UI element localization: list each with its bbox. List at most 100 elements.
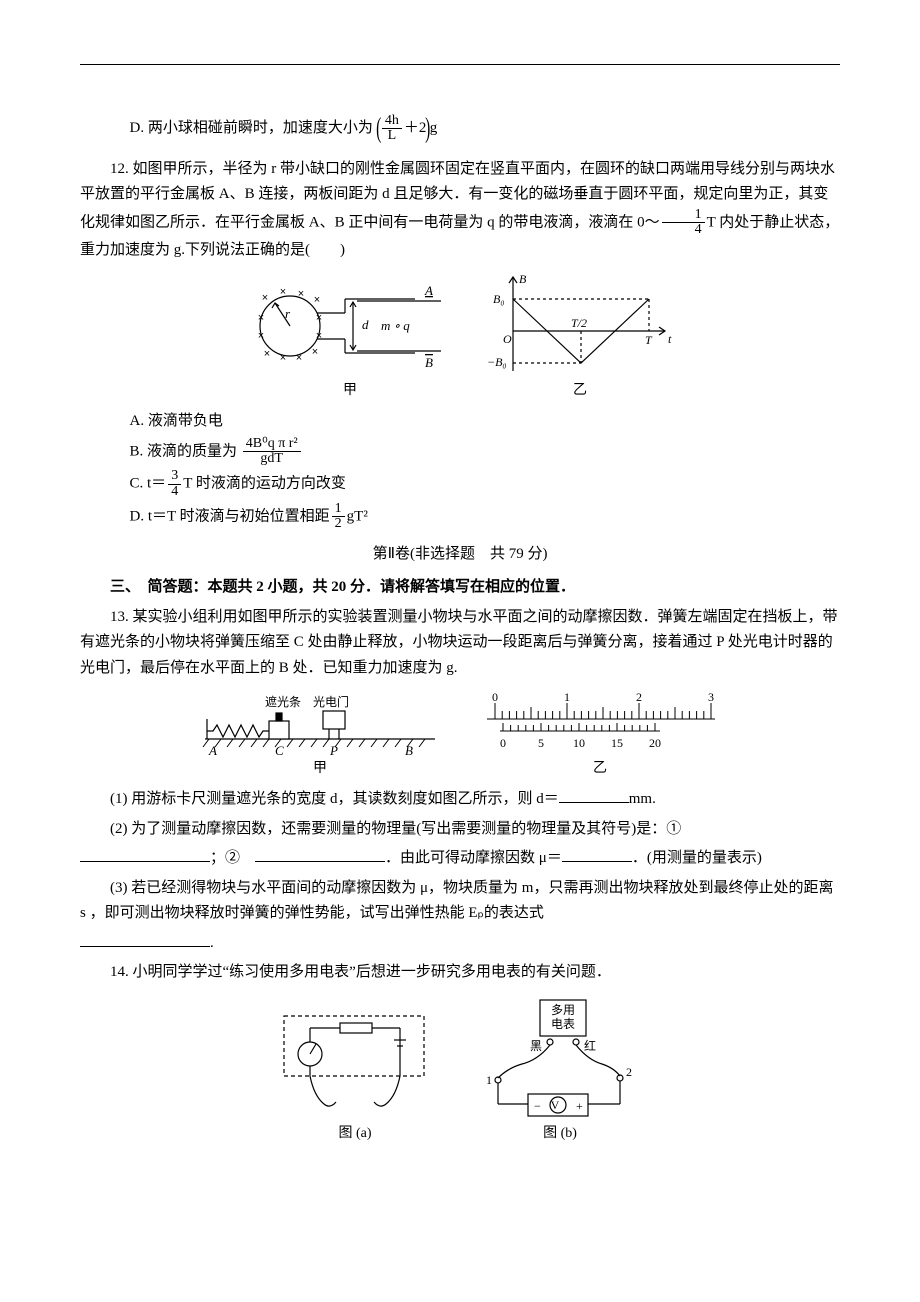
label-C: C	[275, 743, 284, 758]
svg-text:×: ×	[258, 312, 264, 324]
q12-frac-T: 14	[662, 208, 705, 238]
blank-phy1	[80, 846, 210, 862]
q11-g: g	[430, 120, 438, 136]
q14-fig-b: 多用 电表 黑 红 1 2 − V + 图 (b)	[470, 994, 650, 1146]
q12-C-den: 4	[168, 485, 181, 500]
svg-text:×: ×	[298, 288, 304, 300]
label-B2: B	[405, 743, 413, 758]
B0neg: −B₀	[487, 355, 507, 369]
label-A2: A	[208, 743, 217, 758]
q12-fig-left-caption: 甲	[245, 379, 455, 403]
q13-ruler-caption: 乙	[475, 757, 725, 781]
svg-text:×: ×	[314, 294, 320, 306]
q12-fig-right-svg: B t B₀ −B₀ O T/2 T	[485, 271, 675, 381]
svg-text:×: ×	[296, 352, 302, 364]
m1: 1	[564, 690, 570, 704]
svg-text:×: ×	[280, 352, 286, 364]
v10: 10	[573, 736, 585, 750]
axis-y: B	[519, 272, 527, 286]
q13-p3b: .	[210, 935, 214, 951]
q13-p2b: ；②	[210, 850, 240, 866]
axis-x: t	[668, 332, 672, 346]
svg-text:×: ×	[280, 286, 286, 298]
label-meter-2: 电表	[551, 1017, 575, 1031]
q12-C-prefix: C. t＝	[130, 476, 167, 492]
label-2: 2	[626, 1065, 632, 1079]
q12-D-den: 2	[332, 517, 345, 532]
q14-fig-a-caption: 图 (a)	[270, 1122, 440, 1146]
label-minus: −	[534, 1099, 541, 1113]
q13-p1: (1) 用游标卡尺测量遮光条的宽度 d，其读数刻度如图乙所示，则 d＝mm.	[80, 787, 840, 813]
q14-fig-a: 图 (a)	[270, 1004, 440, 1146]
q12-D-suffix: gT²	[347, 508, 368, 524]
q13-p3-a: (3) 若已经测得物块与水平面间的动摩擦因数为 μ，物块质量为 m，只需再测出物…	[80, 876, 840, 927]
T: T	[645, 333, 653, 347]
label-mq: m ∘ q	[381, 318, 410, 333]
q13-fig-left-caption: 甲	[195, 757, 445, 781]
blank-phy2	[255, 846, 385, 862]
label-meter-1: 多用	[551, 1003, 575, 1017]
q12-Tnum: 1	[662, 208, 705, 224]
q12-option-C: C. t＝34T 时液滴的运动方向改变	[130, 469, 841, 499]
top-rule	[80, 64, 840, 65]
q13-p2-b: ；② ．由此可得动摩擦因数 μ＝．(用测量的量表示)	[80, 846, 840, 872]
q13-figures: 遮光条 光电门 A C P B 甲	[80, 689, 840, 781]
svg-text:×: ×	[312, 346, 318, 358]
label-V: V	[551, 1098, 560, 1112]
label-A: A	[424, 283, 433, 298]
q12-B-prefix: B. 液滴的质量为	[130, 443, 238, 459]
q13-p3-b: .	[80, 931, 840, 957]
q13-p2a: (2) 为了测量动摩擦因数，还需要测量的物理量(写出需要测量的物理量及其符号)是…	[110, 821, 681, 837]
q12-C-frac: 34	[168, 469, 181, 499]
q14-fig-b-svg: 多用 电表 黑 红 1 2 − V +	[470, 994, 650, 1124]
q12-C-suffix: T 时液滴的运动方向改变	[183, 476, 346, 492]
q13-p1b: mm.	[629, 791, 656, 807]
q11-d-text: D. 两小球相碰前瞬时，加速度大小为	[130, 120, 373, 136]
q12-figures: ×××× ×× ×× ×××× A B d m ∘ q r 甲	[80, 271, 840, 403]
q12-option-B: B. 液滴的质量为 4B⁰q π r²gdT	[130, 437, 841, 467]
q11-frac-num: 4h	[382, 114, 402, 130]
v20: 20	[649, 736, 661, 750]
label-r: r	[285, 306, 291, 321]
q11-frac-den: L	[382, 129, 402, 144]
svg-text:×: ×	[264, 348, 270, 360]
label-B: B	[425, 355, 433, 370]
v5: 5	[538, 736, 544, 750]
label-red: 红	[584, 1038, 596, 1053]
q14-fig-b-caption: 图 (b)	[470, 1122, 650, 1146]
q12-B-frac: 4B⁰q π r²gdT	[243, 437, 301, 467]
label-1: 1	[486, 1073, 492, 1087]
label-gate: 光电门	[313, 694, 349, 709]
q12-stem: 12. 如图甲所示，半径为 r 带小缺口的刚性金属圆环固定在竖直平面内，在圆环的…	[80, 157, 840, 264]
paren-left: (	[376, 105, 381, 153]
paren-right: )	[426, 105, 431, 153]
section3-title: 三、 简答题：本题共 2 小题，共 20 分．请将解答填写在相应的位置．	[80, 575, 840, 601]
blank-Ep	[80, 931, 210, 947]
svg-text:×: ×	[258, 330, 264, 342]
v0: 0	[500, 736, 506, 750]
q12-D-num: 1	[332, 502, 345, 518]
v15: 15	[611, 736, 623, 750]
label-plus: +	[576, 1099, 583, 1113]
label-d: d	[362, 317, 369, 332]
q11-option-d: D. 两小球相碰前瞬时，加速度大小为 (4hL＋2)g	[130, 105, 841, 153]
q11-plus2: ＋2	[404, 120, 427, 136]
q12-D-frac: 12	[332, 502, 345, 532]
blank-mu	[562, 846, 632, 862]
svg-text:×: ×	[316, 330, 322, 342]
q12-B-num: 4B⁰q π r²	[243, 437, 301, 453]
q12-figure-right: B t B₀ −B₀ O T/2 T 乙	[485, 271, 675, 403]
q13-fig-left-svg: 遮光条 光电门 A C P B	[195, 689, 445, 759]
q12-figure-left: ×××× ×× ×× ×××× A B d m ∘ q r 甲	[245, 271, 455, 403]
q12-B-den: gdT	[243, 452, 301, 467]
q13-figure-left: 遮光条 光电门 A C P B 甲	[195, 689, 445, 781]
q12-option-D: D. t＝T 时液滴与初始位置相距12gT²	[130, 502, 841, 532]
svg-text:×: ×	[316, 312, 322, 324]
q13-ruler: 0 1 2 3 0 5 10 15 20	[475, 689, 725, 781]
label-mask: 遮光条	[265, 694, 301, 709]
T2: T/2	[571, 316, 587, 330]
q12-Tden: 4	[662, 223, 705, 238]
q12-C-num: 3	[168, 469, 181, 485]
q12-fig-left-svg: ×××× ×× ×× ×××× A B d m ∘ q r	[245, 271, 455, 381]
B0pos: B₀	[493, 292, 505, 306]
